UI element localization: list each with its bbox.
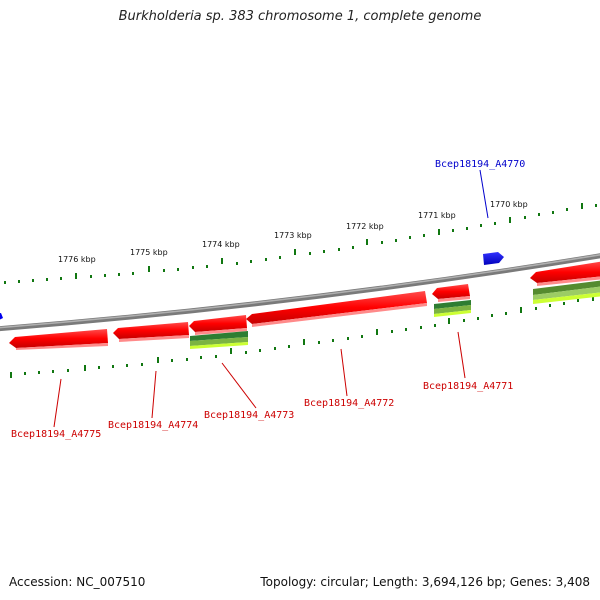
outer-tick-ring	[4, 203, 597, 284]
gene-feature-reverse[interactable]	[189, 315, 247, 335]
tick-label: 1776 kbp	[58, 255, 96, 264]
tick-labels: 1770 kbp 1771 kbp 1772 kbp 1773 kbp 1774…	[58, 200, 528, 264]
gene-label-a4770: Bcep18194_A4770	[435, 159, 525, 170]
tick-label: 1774 kbp	[202, 240, 240, 249]
tick-label: 1773 kbp	[274, 231, 312, 240]
genome-summary: Topology: circular; Length: 3,694,126 bp…	[260, 575, 590, 589]
gene-feature-forward[interactable]	[483, 252, 504, 265]
gene-feature-reverse[interactable]	[530, 261, 600, 286]
gene-label-a4775: Bcep18194_A4775	[11, 429, 101, 440]
gene-feature-reverse[interactable]	[9, 329, 108, 350]
gene-label-a4774: Bcep18194_A4774	[108, 420, 198, 431]
gene-feature-forward-edge[interactable]	[0, 313, 3, 322]
tick-label: 1770 kbp	[490, 200, 528, 209]
gene-feature-reverse[interactable]	[113, 322, 189, 342]
map-title: Burkholderia sp. 383 chromosome 1, compl…	[118, 9, 482, 24]
gene-label-a4771: Bcep18194_A4771	[423, 381, 513, 392]
gene-feature-reverse[interactable]	[246, 291, 427, 327]
tick-label: 1771 kbp	[418, 211, 456, 220]
gene-label-a4772: Bcep18194_A4772	[304, 398, 394, 409]
tick-label: 1772 kbp	[346, 222, 384, 231]
genome-backbone	[0, 253, 600, 332]
accession-label: Accession: NC_007510	[9, 575, 146, 589]
tick-label: 1775 kbp	[130, 248, 168, 257]
gene-feature-reverse[interactable]	[432, 284, 470, 302]
feature-track-green[interactable]	[434, 300, 471, 317]
feature-track-green[interactable]	[190, 331, 248, 349]
callout-lines	[53, 169, 489, 428]
gene-labels: Bcep18194_A4770 Bcep18194_A4771 Bcep1819…	[11, 159, 525, 440]
inner-tick-ring	[10, 295, 594, 378]
feature-track-green[interactable]	[533, 280, 600, 304]
gene-label-a4773: Bcep18194_A4773	[204, 410, 294, 421]
